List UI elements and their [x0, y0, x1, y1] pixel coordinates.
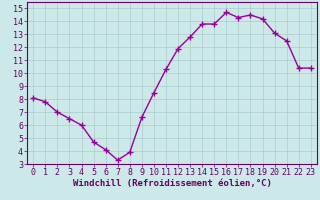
X-axis label: Windchill (Refroidissement éolien,°C): Windchill (Refroidissement éolien,°C) — [73, 179, 271, 188]
